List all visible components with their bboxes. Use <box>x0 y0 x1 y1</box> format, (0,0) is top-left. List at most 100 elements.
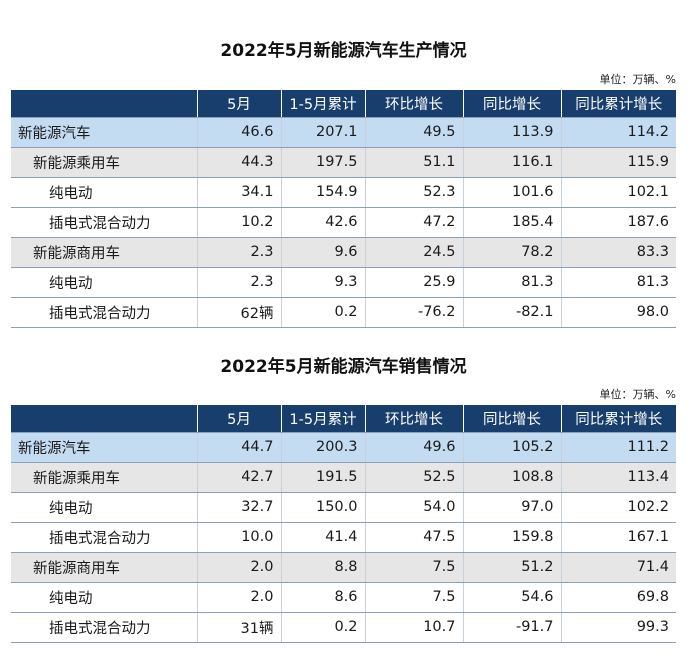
row-label: 新能源商用车 <box>11 236 197 268</box>
value-cell: 8.8 <box>280 551 365 583</box>
value-cell: 2.3 <box>196 266 281 298</box>
value-cell: -76.2 <box>364 296 463 328</box>
row-label: 新能源乘用车 <box>11 146 197 178</box>
header-cell-mom-growth: 环比增长 <box>364 90 463 118</box>
value-cell: 54.0 <box>364 491 463 523</box>
value-cell: 185.4 <box>462 206 561 238</box>
sales-unit: 单位：万辆、% <box>599 388 676 401</box>
value-cell: 24.5 <box>364 236 463 268</box>
value-cell: 0.2 <box>280 611 365 643</box>
header-cell-cumulative: 1-5月累计 <box>280 90 365 118</box>
table-row: 纯电动 34.1 154.9 52.3 101.6 102.1 <box>11 176 676 208</box>
value-cell: 111.2 <box>560 431 676 463</box>
value-cell: 0.2 <box>280 296 365 328</box>
value-cell: 9.6 <box>280 236 365 268</box>
value-cell: 46.6 <box>196 116 281 148</box>
value-cell: 99.3 <box>560 611 676 643</box>
value-cell: 98.0 <box>560 296 676 328</box>
sales-title: 2022年5月新能源汽车销售情况 <box>220 357 467 377</box>
header-cell-yoy-cumulative-growth: 同比累计增长 <box>560 405 676 433</box>
table-row: 纯电动 2.0 8.6 7.5 54.6 69.8 <box>11 581 676 613</box>
value-cell: 51.2 <box>462 551 561 583</box>
value-cell: 207.1 <box>280 116 365 148</box>
production-unit: 单位：万辆、% <box>599 73 676 86</box>
table-row: 新能源乘用车 44.3 197.5 51.1 116.1 115.9 <box>11 146 676 178</box>
value-cell: 102.2 <box>560 491 676 523</box>
value-cell: 42.6 <box>280 206 365 238</box>
table-row: 插电式混合动力 10.2 42.6 47.2 185.4 187.6 <box>11 206 676 238</box>
value-cell: 25.9 <box>364 266 463 298</box>
table-row: 插电式混合动力 31辆 0.2 10.7 -91.7 99.3 <box>11 611 676 643</box>
value-cell: 51.1 <box>364 146 463 178</box>
row-label: 纯电动 <box>11 266 197 298</box>
row-label: 新能源商用车 <box>11 551 197 583</box>
table-row: 纯电动 32.7 150.0 54.0 97.0 102.2 <box>11 491 676 523</box>
table-row: 纯电动 2.3 9.3 25.9 81.3 81.3 <box>11 266 676 298</box>
header-cell <box>11 405 197 433</box>
value-cell: 49.5 <box>364 116 463 148</box>
value-cell: 52.3 <box>364 176 463 208</box>
value-cell: 97.0 <box>462 491 561 523</box>
value-cell: 187.6 <box>560 206 676 238</box>
table-row: 插电式混合动力 10.0 41.4 47.5 159.8 167.1 <box>11 521 676 553</box>
value-cell: 69.8 <box>560 581 676 613</box>
row-label: 纯电动 <box>11 581 197 613</box>
row-label: 插电式混合动力 <box>11 521 197 553</box>
value-cell: 191.5 <box>280 461 365 493</box>
value-cell: 116.1 <box>462 146 561 178</box>
value-cell: 114.2 <box>560 116 676 148</box>
value-cell: 10.7 <box>364 611 463 643</box>
production-table-body: 新能源汽车 46.6 207.1 49.5 113.9 114.2 新能源乘用车 44.3 19… <box>11 116 676 328</box>
row-label: 插电式混合动力 <box>11 296 197 328</box>
value-cell: 113.4 <box>560 461 676 493</box>
value-cell: 2.0 <box>196 551 281 583</box>
table-row: 新能源汽车 44.7 200.3 49.6 105.2 111.2 <box>11 431 676 463</box>
value-cell: 7.5 <box>364 581 463 613</box>
value-cell: 10.2 <box>196 206 281 238</box>
value-cell: 8.6 <box>280 581 365 613</box>
value-cell: 81.3 <box>560 266 676 298</box>
value-cell: 150.0 <box>280 491 365 523</box>
value-cell: 197.5 <box>280 146 365 178</box>
table-row: 新能源汽车 46.6 207.1 49.5 113.9 114.2 <box>11 116 676 148</box>
table-header-row: 5月 1-5月累计 环比增长 同比增长 同比累计增长 <box>11 90 676 118</box>
sales-table: 5月 1-5月累计 环比增长 同比增长 同比累计增长 新能源汽车 44.7 200.… <box>11 405 676 643</box>
value-cell: 9.3 <box>280 266 365 298</box>
header-cell <box>11 90 197 118</box>
production-section: 2022年5月新能源汽车生产情况 单位：万辆、% 5月 1-5月累计 环比增长 … <box>11 0 676 330</box>
header-cell-month: 5月 <box>196 90 281 118</box>
row-label: 新能源乘用车 <box>11 461 197 493</box>
header-cell-yoy-growth: 同比增长 <box>462 90 561 118</box>
value-cell: -82.1 <box>462 296 561 328</box>
value-cell: 113.9 <box>462 116 561 148</box>
value-cell: 52.5 <box>364 461 463 493</box>
value-cell: 44.3 <box>196 146 281 178</box>
row-label: 纯电动 <box>11 491 197 523</box>
sales-section: 2022年5月新能源汽车销售情况 单位：万辆、% 5月 1-5月累计 环比增长 … <box>11 330 676 660</box>
value-cell: 115.9 <box>560 146 676 178</box>
row-label: 新能源汽车 <box>11 116 197 148</box>
table-header-row: 5月 1-5月累计 环比增长 同比增长 同比累计增长 <box>11 405 676 433</box>
value-cell: 41.4 <box>280 521 365 553</box>
value-cell: 154.9 <box>280 176 365 208</box>
table-row: 新能源商用车 2.3 9.6 24.5 78.2 83.3 <box>11 236 676 268</box>
production-title: 2022年5月新能源汽车生产情况 <box>220 41 467 61</box>
table-row: 插电式混合动力 62辆 0.2 -76.2 -82.1 98.0 <box>11 296 676 328</box>
value-cell: 54.6 <box>462 581 561 613</box>
row-label: 插电式混合动力 <box>11 611 197 643</box>
value-cell: 49.6 <box>364 431 463 463</box>
value-cell: 42.7 <box>196 461 281 493</box>
sales-table-body: 新能源汽车 44.7 200.3 49.6 105.2 111.2 新能源乘用车 42.7 19… <box>11 431 676 643</box>
value-cell: 105.2 <box>462 431 561 463</box>
value-cell: 31辆 <box>196 611 281 643</box>
row-label: 纯电动 <box>11 176 197 208</box>
value-cell: 102.1 <box>560 176 676 208</box>
value-cell: -91.7 <box>462 611 561 643</box>
header-cell-month: 5月 <box>196 405 281 433</box>
value-cell: 159.8 <box>462 521 561 553</box>
value-cell: 101.6 <box>462 176 561 208</box>
value-cell: 44.7 <box>196 431 281 463</box>
value-cell: 108.8 <box>462 461 561 493</box>
value-cell: 34.1 <box>196 176 281 208</box>
value-cell: 7.5 <box>364 551 463 583</box>
